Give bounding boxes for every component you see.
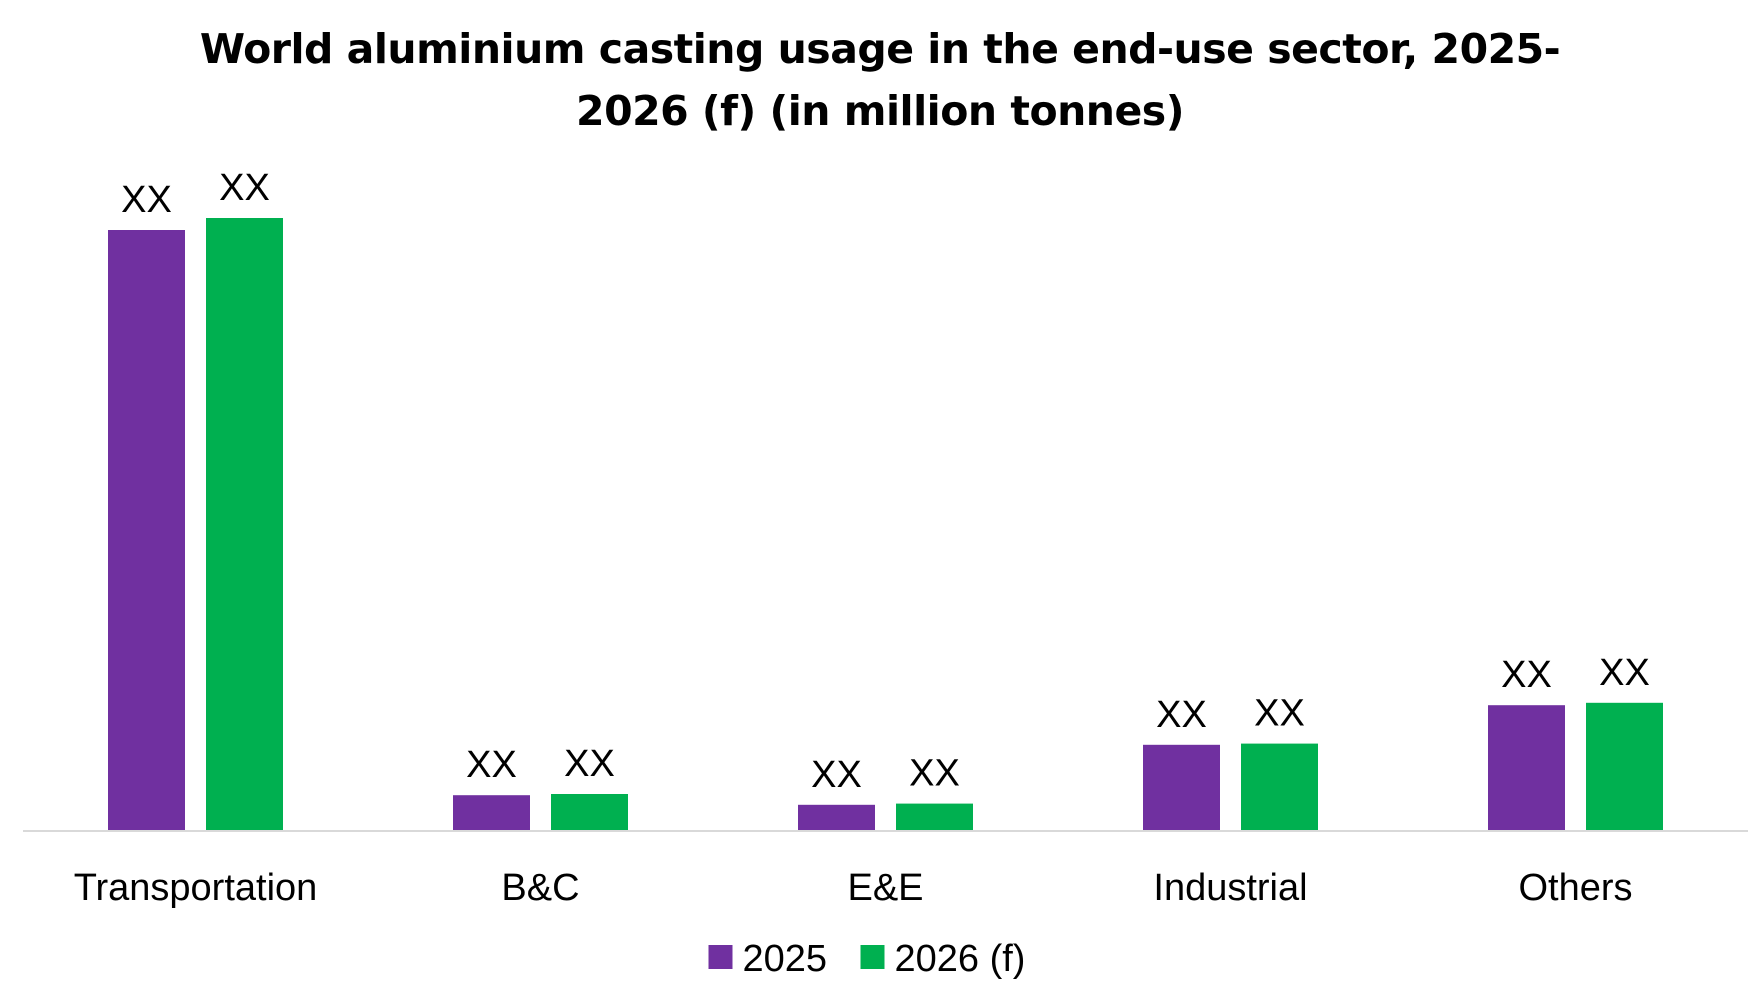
data-label-b-c-series-1: XX — [466, 744, 517, 786]
data-label-transportation-series-2: XX — [219, 167, 270, 209]
bar-transportation-series-2 — [206, 218, 283, 830]
data-label-industrial-series-1: XX — [1156, 694, 1207, 736]
x-tick-label-transportation: Transportation — [74, 867, 318, 909]
legend-label-series-1: 2025 — [743, 938, 828, 980]
x-tick-label-b-c: B&C — [501, 867, 579, 909]
bar-e-e-series-2 — [896, 803, 973, 830]
bar-others-series-1 — [1488, 705, 1565, 830]
data-label-transportation-series-1: XX — [121, 179, 172, 221]
data-label-e-e-series-2: XX — [909, 753, 960, 795]
legend-swatch-series-2 — [860, 945, 885, 969]
x-tick-label-others: Others — [1518, 867, 1632, 909]
bar-b-c-series-1 — [453, 795, 530, 830]
x-tick-label-e-e: E&E — [847, 867, 923, 909]
chart-title: World aluminium casting usage in the end… — [199, 25, 1561, 135]
data-label-others-series-1: XX — [1501, 654, 1552, 696]
data-label-e-e-series-1: XX — [811, 754, 862, 796]
x-tick-label-industrial: Industrial — [1153, 867, 1307, 909]
bar-industrial-series-2 — [1241, 743, 1318, 830]
bar-transportation-series-1 — [108, 230, 185, 830]
data-label-others-series-2: XX — [1599, 652, 1650, 694]
bar-industrial-series-1 — [1143, 744, 1220, 830]
data-label-b-c-series-2: XX — [564, 743, 615, 785]
bar-others-series-2 — [1586, 702, 1663, 830]
legend-label-series-2: 2026 (f) — [895, 938, 1026, 980]
bar-b-c-series-2 — [551, 794, 628, 830]
bar-e-e-series-1 — [798, 804, 875, 830]
legend-swatch-series-1 — [708, 945, 733, 969]
data-label-industrial-series-2: XX — [1254, 693, 1305, 735]
